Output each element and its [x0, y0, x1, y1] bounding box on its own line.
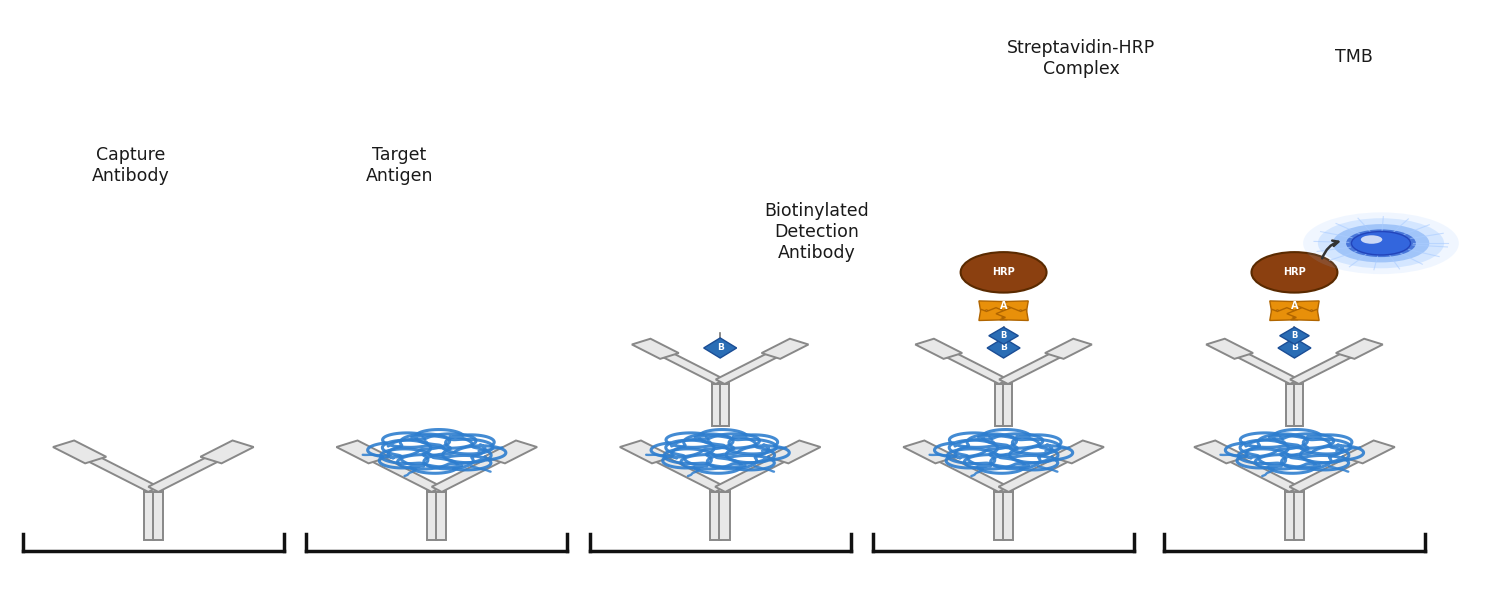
Polygon shape: [432, 452, 510, 492]
Bar: [720, 382, 729, 426]
Circle shape: [1304, 212, 1460, 274]
Text: B: B: [1292, 343, 1298, 352]
Bar: [427, 490, 438, 539]
Bar: [1286, 379, 1304, 384]
FancyArrow shape: [996, 301, 1029, 314]
Polygon shape: [201, 440, 254, 463]
Polygon shape: [903, 440, 957, 463]
Text: HRP: HRP: [1282, 268, 1306, 277]
Polygon shape: [999, 349, 1068, 384]
Bar: [994, 382, 1004, 426]
Polygon shape: [1221, 452, 1299, 492]
Polygon shape: [1230, 349, 1299, 384]
Circle shape: [1318, 218, 1444, 268]
Polygon shape: [716, 452, 794, 492]
Text: Capture
Antibody: Capture Antibody: [92, 146, 170, 185]
Polygon shape: [1046, 339, 1092, 359]
Bar: [144, 490, 154, 539]
Bar: [1293, 490, 1304, 539]
Polygon shape: [484, 440, 537, 463]
Text: A: A: [1000, 301, 1008, 311]
FancyArrow shape: [1270, 308, 1302, 320]
Polygon shape: [766, 440, 820, 463]
Polygon shape: [80, 452, 159, 492]
FancyArrow shape: [1287, 301, 1318, 314]
Text: Streptavidin-HRP
Complex: Streptavidin-HRP Complex: [1007, 40, 1155, 78]
Bar: [711, 379, 729, 384]
Polygon shape: [1341, 440, 1395, 463]
Polygon shape: [999, 452, 1077, 492]
Polygon shape: [363, 452, 442, 492]
Text: B: B: [1292, 331, 1298, 340]
Bar: [711, 382, 722, 426]
Polygon shape: [148, 452, 228, 492]
Polygon shape: [987, 338, 1020, 358]
Text: B: B: [1000, 331, 1006, 340]
Circle shape: [1332, 224, 1430, 262]
Polygon shape: [704, 338, 736, 358]
Bar: [1286, 490, 1294, 539]
Bar: [1294, 382, 1304, 426]
Circle shape: [1360, 235, 1383, 244]
FancyArrow shape: [996, 308, 1029, 320]
Polygon shape: [336, 440, 390, 463]
Bar: [994, 379, 1012, 384]
Polygon shape: [1206, 339, 1252, 359]
Polygon shape: [939, 349, 1008, 384]
Ellipse shape: [1251, 252, 1338, 293]
Text: Biotinylated
Detection
Antibody: Biotinylated Detection Antibody: [765, 202, 870, 262]
Text: B: B: [717, 343, 723, 352]
Polygon shape: [1278, 338, 1311, 358]
Bar: [1004, 382, 1013, 426]
FancyArrow shape: [980, 301, 1011, 314]
Polygon shape: [632, 339, 680, 359]
Bar: [1004, 490, 1014, 539]
Text: TMB: TMB: [1335, 48, 1372, 66]
Polygon shape: [762, 339, 808, 359]
Polygon shape: [646, 452, 724, 492]
Text: HRP: HRP: [992, 268, 1016, 277]
Bar: [994, 490, 1005, 539]
Circle shape: [1352, 232, 1410, 255]
Ellipse shape: [960, 252, 1047, 293]
Bar: [711, 487, 730, 492]
Polygon shape: [915, 339, 962, 359]
Bar: [1286, 487, 1304, 492]
Bar: [153, 490, 164, 539]
Polygon shape: [1290, 349, 1359, 384]
Polygon shape: [53, 440, 106, 463]
FancyArrow shape: [1287, 308, 1318, 320]
Bar: [427, 487, 447, 492]
Polygon shape: [716, 349, 784, 384]
Polygon shape: [656, 349, 724, 384]
Bar: [720, 490, 730, 539]
Polygon shape: [1194, 440, 1248, 463]
Polygon shape: [988, 327, 1018, 344]
Polygon shape: [620, 440, 674, 463]
FancyArrow shape: [980, 308, 1011, 320]
Polygon shape: [1336, 339, 1383, 359]
Text: Target
Antigen: Target Antigen: [366, 146, 434, 185]
FancyArrow shape: [1270, 301, 1302, 314]
Bar: [436, 490, 447, 539]
Polygon shape: [1290, 452, 1368, 492]
Polygon shape: [930, 452, 1008, 492]
Bar: [144, 487, 164, 492]
Bar: [711, 490, 722, 539]
Circle shape: [1346, 229, 1416, 257]
Polygon shape: [1280, 327, 1310, 344]
Polygon shape: [1050, 440, 1104, 463]
Bar: [1286, 382, 1294, 426]
Bar: [994, 487, 1014, 492]
Text: B: B: [1000, 343, 1006, 352]
Text: A: A: [1290, 301, 1298, 311]
